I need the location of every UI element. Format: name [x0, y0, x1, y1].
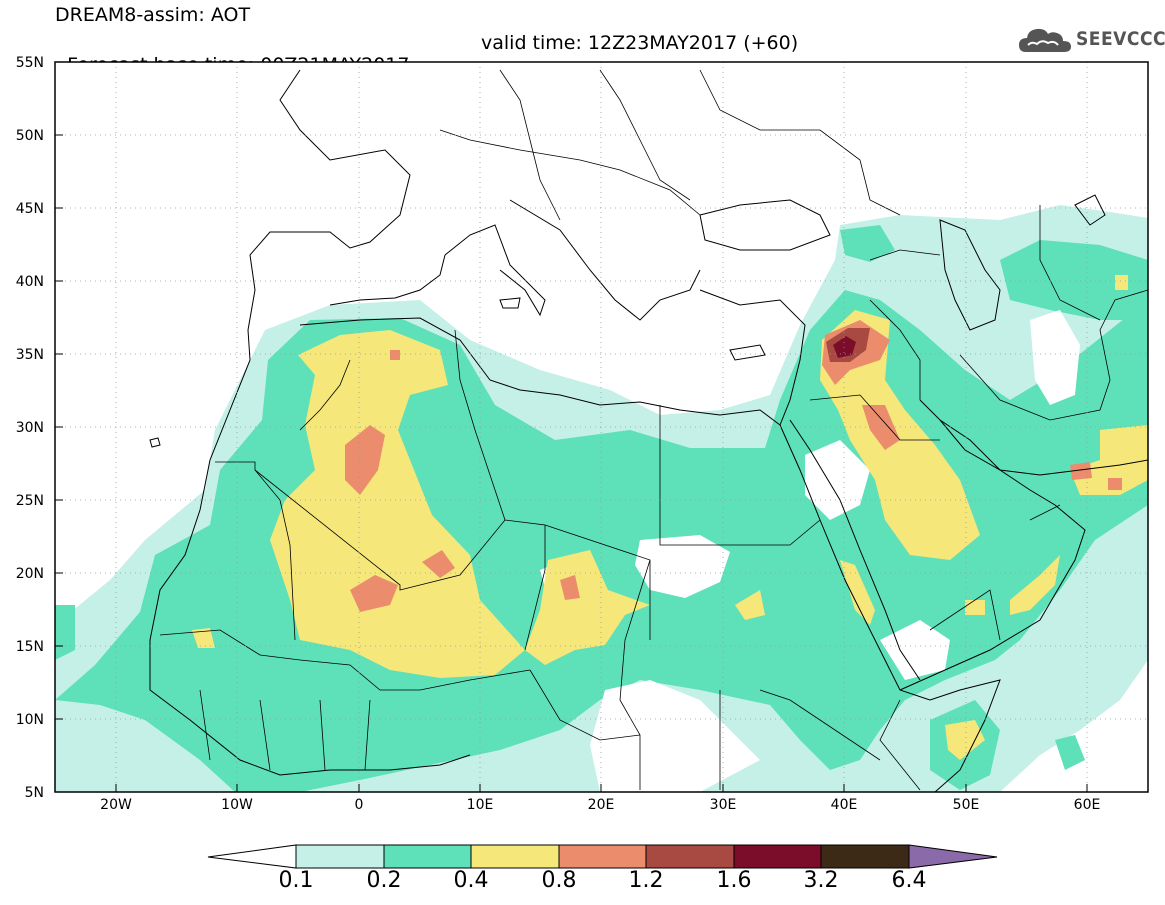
lon-label-20w: 20W: [100, 797, 132, 813]
lat-label-55n: 55N: [15, 55, 44, 71]
lat-label-30n: 30N: [15, 420, 44, 436]
colorbar-segment-1.6-3.2: [733, 844, 822, 869]
colorbar-segment-0.1-0.2: [295, 844, 385, 869]
aot-0.4-0.8-fill: [192, 275, 1148, 760]
colorbar-above-arrow: [908, 844, 998, 869]
lat-label-50n: 50N: [15, 128, 44, 144]
colorbar-segment-0.8-1.2: [558, 844, 647, 869]
logo-text: SEEVCCC: [1076, 28, 1165, 50]
map-title: DREAM8-assim: AOT: [55, 4, 251, 26]
lon-label-0: 0: [354, 797, 364, 813]
colorbar-label-0.2: 0.2: [366, 868, 402, 893]
lon-label-20e: 20E: [587, 797, 615, 813]
lon-label-10w: 10W: [221, 797, 253, 813]
lat-label-25n: 25N: [15, 493, 44, 509]
lon-label-50e: 50E: [952, 797, 980, 813]
valid-time: valid time: 12Z23MAY2017 (+60): [481, 32, 799, 54]
colorbar-label-6.4: 6.4: [891, 868, 927, 893]
lat-label-45n: 45N: [15, 201, 44, 217]
colorbar-label-0.1: 0.1: [278, 868, 314, 893]
colorbar-label-3.2: 3.2: [803, 868, 839, 893]
colorbar-segment-3.2-6.4: [820, 844, 910, 869]
country-borders: [159, 69, 1148, 791]
cloud-icon: [1019, 28, 1071, 52]
colorbar-segment-1.2-1.6: [645, 844, 735, 869]
colorbar-label-0.4: 0.4: [453, 868, 489, 893]
lat-label-10n: 10N: [15, 712, 44, 728]
colorbar-segment-0.4-0.8: [470, 844, 560, 869]
lat-label-35n: 35N: [15, 347, 44, 363]
colorbar-label-1.2: 1.2: [628, 868, 664, 893]
aot-1.6-3.2-fill: [833, 336, 856, 358]
lon-label-40e: 40E: [830, 797, 858, 813]
colorbar-below-arrow: [207, 844, 297, 869]
lon-label-10e: 10E: [466, 797, 494, 813]
axis-ticks: [55, 61, 1088, 793]
lon-label-30e: 30E: [709, 797, 737, 813]
lat-label-40n: 40N: [15, 274, 44, 290]
lat-label-20n: 20N: [15, 566, 44, 582]
lat-label-5n: 5N: [24, 785, 44, 801]
colorbar-label-0.8: 0.8: [541, 868, 577, 893]
colorbar-segment-0.2-0.4: [383, 844, 472, 869]
colorbar-label-1.6: 1.6: [716, 868, 752, 893]
lat-label-15n: 15N: [15, 639, 44, 655]
seevccc-logo: SEEVCCC: [1018, 24, 1165, 56]
lat-lon-grid: [55, 62, 1148, 792]
lon-label-60e: 60E: [1073, 797, 1101, 813]
